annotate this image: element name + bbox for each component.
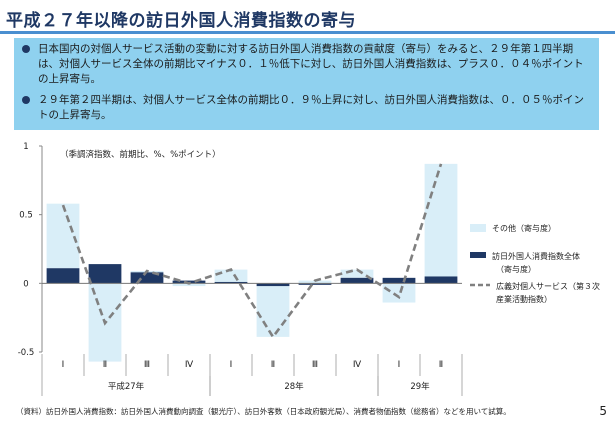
bar-inbound (172, 280, 206, 284)
chart-svg: -0.5 0 0.5 1 （季調済指数、前期比、%、%ポイント） Ⅰ Ⅱ Ⅲ Ⅳ Ⅰ Ⅱ Ⅲ Ⅳ Ⅰ Ⅱ 平成… (18, 142, 600, 396)
bar-other (298, 280, 332, 284)
bar-inbound (214, 281, 248, 284)
bullet-dot-icon (22, 45, 30, 53)
line-series (61, 163, 443, 340)
title-underline (0, 31, 615, 34)
bar-other (46, 203, 80, 269)
summary-bullet: 日本国内の対個人サービス活動の変動に対する訪日外国人消費指数の貢献度（寄与）をみ… (22, 42, 591, 87)
y-tick-label: 1 (23, 142, 28, 152)
bar-inbound (130, 272, 164, 284)
bar-inbound (382, 277, 416, 284)
summary-box: 日本国内の対個人サービス活動の変動に対する訪日外国人消費指数の貢献度（寄与）をみ… (14, 38, 599, 130)
x-tick-label: Ⅰ (62, 360, 65, 370)
page-title: 平成２７年以降の訪日外国人消費指数の寄与 (6, 11, 356, 31)
x-tick-label: Ⅲ (312, 360, 318, 370)
source-note: （資料）訪日外国人消費指数：訪日外国人消費動向調査（観光庁）、訪日外客数（日本政… (16, 407, 511, 416)
x-tick-label: Ⅰ (398, 360, 401, 370)
chart-unit-note: （季調済指数、前期比、%、%ポイント） (60, 149, 221, 160)
x-tick-label: Ⅱ (103, 360, 107, 370)
bar-other (382, 283, 416, 303)
bar-inbound (88, 264, 122, 284)
y-tick-label: -0.5 (18, 348, 35, 358)
contribution-chart: -0.5 0 0.5 1 （季調済指数、前期比、%、%ポイント） Ⅰ Ⅱ Ⅲ Ⅳ Ⅰ Ⅱ Ⅲ Ⅳ Ⅰ Ⅱ 平成… (0, 138, 615, 403)
legend-swatch-other (470, 224, 486, 232)
x-tick-label: Ⅱ (271, 360, 275, 370)
bar-inbound (256, 283, 290, 287)
legend-label: 広義対個人サービス（第３次 (496, 281, 600, 291)
bar-other (424, 163, 458, 277)
summary-bullet-text: 日本国内の対個人サービス活動の変動に対する訪日外国人消費指数の貢献度（寄与）をみ… (38, 43, 584, 85)
bar-other (340, 269, 374, 278)
bar-other (256, 286, 290, 337)
legend-label: 訪日外国人消費指数全体 (492, 251, 580, 261)
bar-other (214, 269, 248, 282)
year-group-label: 平成27年 (108, 381, 145, 392)
bar-inbound (424, 276, 458, 284)
legend-label: 産業活動指数） (496, 294, 552, 304)
bar-inbound (46, 268, 80, 284)
legend-label: （寄与度） (496, 264, 536, 274)
bar-other (172, 283, 206, 287)
y-tick-label: 0 (23, 279, 28, 289)
year-group-label: 28年 (284, 381, 304, 392)
bar-inbound (298, 283, 332, 285)
x-tick-label: Ⅳ (353, 360, 362, 370)
summary-bullet: ２９年第２四半期は、対個人サービス全体の前期比０．９％上昇に対し、訪日外国人消費… (22, 93, 591, 123)
summary-bullet-text: ２９年第２四半期は、対個人サービス全体の前期比０．９％上昇に対し、訪日外国人消費… (38, 94, 584, 121)
x-tick-label: Ⅱ (439, 360, 443, 370)
bullet-dot-icon (22, 96, 30, 104)
bar-inbound (340, 277, 374, 284)
x-tick-label: Ⅳ (185, 360, 194, 370)
page-number: 5 (599, 404, 607, 418)
legend-label: その他（寄与度） (492, 223, 556, 233)
year-group-label: 29年 (410, 381, 430, 392)
x-tick-label: Ⅲ (144, 360, 150, 370)
legend-swatch-inbound (470, 252, 486, 258)
y-tick-label: 0.5 (19, 211, 33, 221)
x-tick-label: Ⅰ (230, 360, 233, 370)
